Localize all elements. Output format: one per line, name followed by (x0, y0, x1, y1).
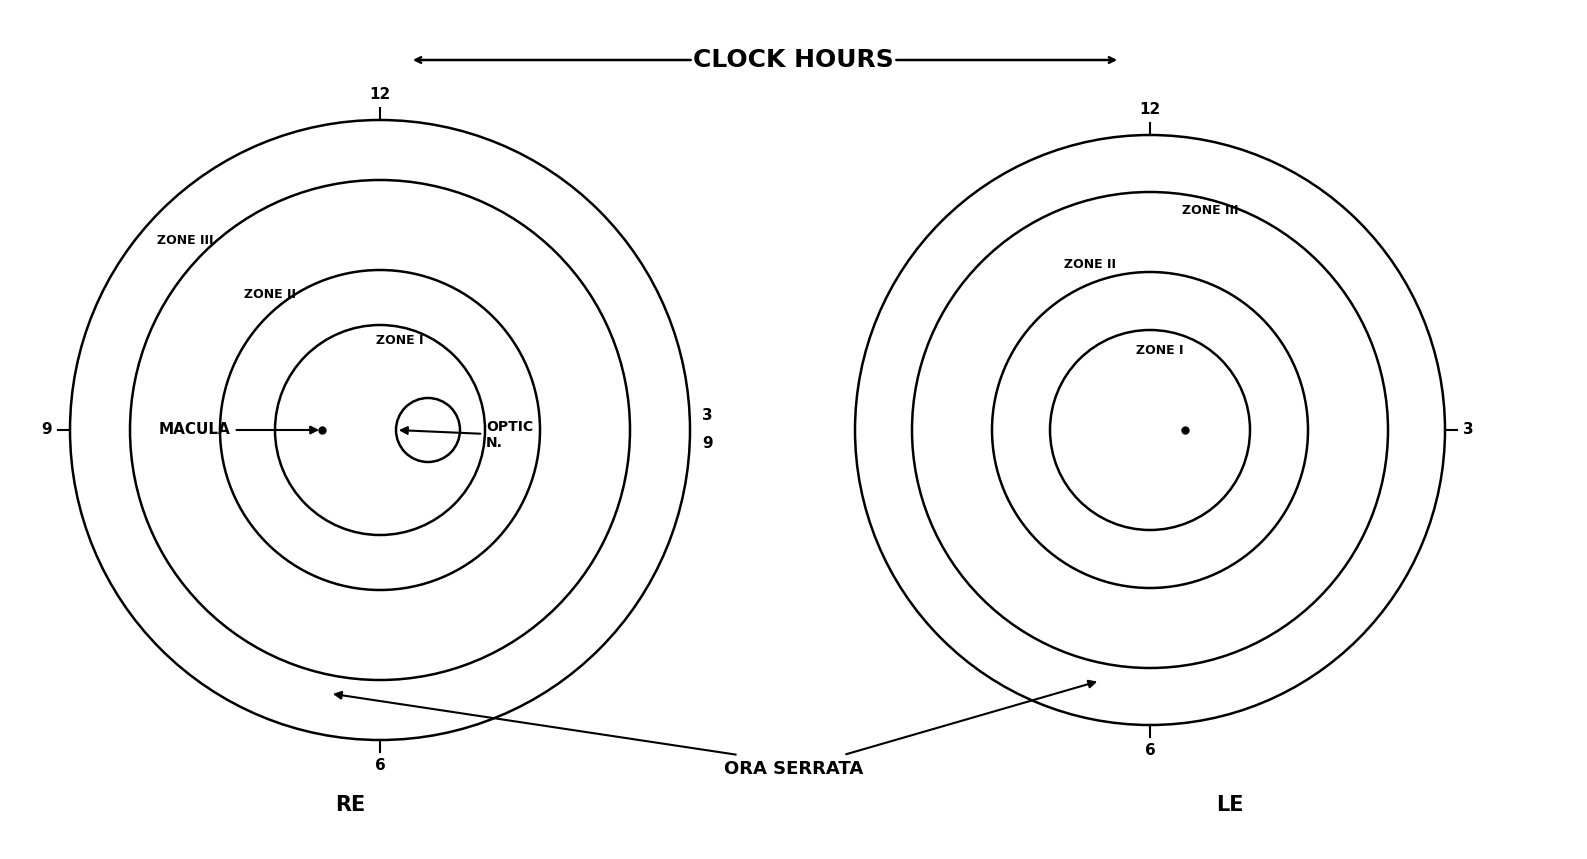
Text: CLOCK HOURS: CLOCK HOURS (694, 48, 893, 72)
Text: 3: 3 (1463, 423, 1474, 437)
Text: OPTIC
N.: OPTIC N. (402, 420, 533, 450)
Text: 3: 3 (701, 409, 713, 423)
Text: 12: 12 (370, 87, 390, 102)
Text: 6: 6 (1144, 743, 1155, 758)
Text: LE: LE (1216, 795, 1244, 815)
Text: MACULA: MACULA (159, 423, 317, 437)
Text: ZONE II: ZONE II (244, 289, 297, 302)
Text: 9: 9 (701, 436, 713, 452)
Text: ZONE I: ZONE I (376, 333, 424, 346)
Text: 6: 6 (375, 758, 386, 773)
Text: ZONE II: ZONE II (1063, 259, 1116, 271)
Text: RE: RE (335, 795, 365, 815)
Text: ZONE III: ZONE III (157, 234, 213, 247)
Text: ZONE III: ZONE III (1182, 204, 1238, 216)
Text: ORA SERRATA: ORA SERRATA (724, 760, 863, 778)
Text: 9: 9 (41, 423, 52, 437)
Text: 12: 12 (1139, 102, 1160, 117)
Text: ZONE I: ZONE I (1136, 344, 1184, 356)
